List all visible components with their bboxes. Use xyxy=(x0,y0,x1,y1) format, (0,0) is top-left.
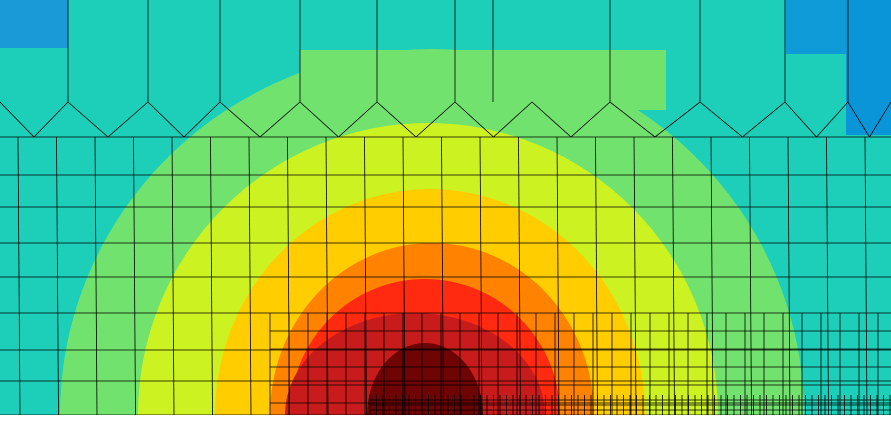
mesh-line xyxy=(364,136,367,415)
mesh-line xyxy=(210,136,213,415)
mesh-line xyxy=(787,136,791,415)
mesh-line xyxy=(325,136,329,415)
mesh-line xyxy=(17,136,21,415)
band-blue xyxy=(0,0,68,48)
mesh-line xyxy=(633,136,637,415)
mesh-line xyxy=(672,136,675,415)
mesh-line xyxy=(749,136,752,415)
mesh-line xyxy=(248,136,252,415)
mesh-line xyxy=(826,136,829,415)
mesh-line xyxy=(864,136,868,415)
mesh-line xyxy=(441,136,444,415)
mesh-line xyxy=(171,136,175,415)
mesh-line xyxy=(402,136,406,415)
mesh-line xyxy=(595,136,598,415)
mesh-line xyxy=(518,136,521,415)
mesh-line xyxy=(479,136,483,415)
mesh-line xyxy=(556,136,560,415)
mesh xyxy=(0,0,891,415)
band-blue xyxy=(846,0,891,135)
band-green xyxy=(300,50,666,110)
mesh-line xyxy=(94,136,98,415)
mesh-line xyxy=(56,136,59,415)
mesh-line xyxy=(710,136,714,415)
mesh-line xyxy=(0,101,891,138)
mesh-line xyxy=(133,136,136,415)
